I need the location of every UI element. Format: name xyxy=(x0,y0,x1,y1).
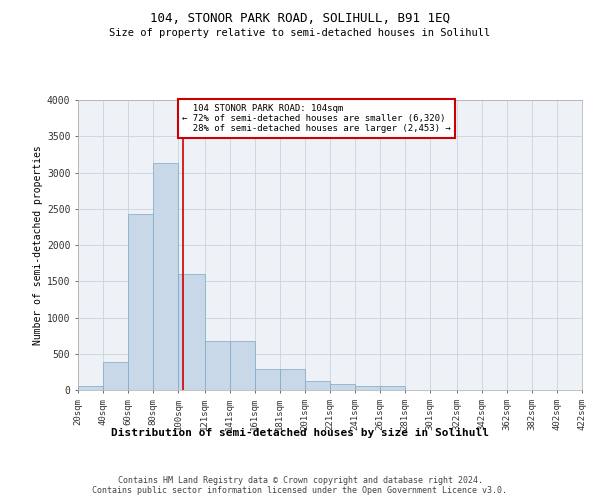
Bar xyxy=(255,369,280,390)
Bar xyxy=(153,163,178,390)
Y-axis label: Number of semi-detached properties: Number of semi-detached properties xyxy=(32,145,43,345)
Text: 104, STONOR PARK ROAD, SOLIHULL, B91 1EQ: 104, STONOR PARK ROAD, SOLIHULL, B91 1EQ xyxy=(150,12,450,26)
Text: Distribution of semi-detached houses by size in Solihull: Distribution of semi-detached houses by … xyxy=(111,428,489,438)
Bar xyxy=(230,342,255,390)
Bar xyxy=(78,386,103,390)
Bar xyxy=(330,384,355,390)
Text: 104 STONOR PARK ROAD: 104sqm
← 72% of semi-detached houses are smaller (6,320)
 : 104 STONOR PARK ROAD: 104sqm ← 72% of se… xyxy=(182,104,451,134)
Bar xyxy=(380,386,405,390)
Bar xyxy=(128,214,153,390)
Bar xyxy=(103,362,128,390)
Bar xyxy=(178,274,205,390)
Text: Contains HM Land Registry data © Crown copyright and database right 2024.
Contai: Contains HM Land Registry data © Crown c… xyxy=(92,476,508,495)
Bar xyxy=(280,369,305,390)
Bar xyxy=(205,342,230,390)
Bar xyxy=(355,386,380,390)
Bar xyxy=(305,380,330,390)
Text: Size of property relative to semi-detached houses in Solihull: Size of property relative to semi-detach… xyxy=(109,28,491,38)
